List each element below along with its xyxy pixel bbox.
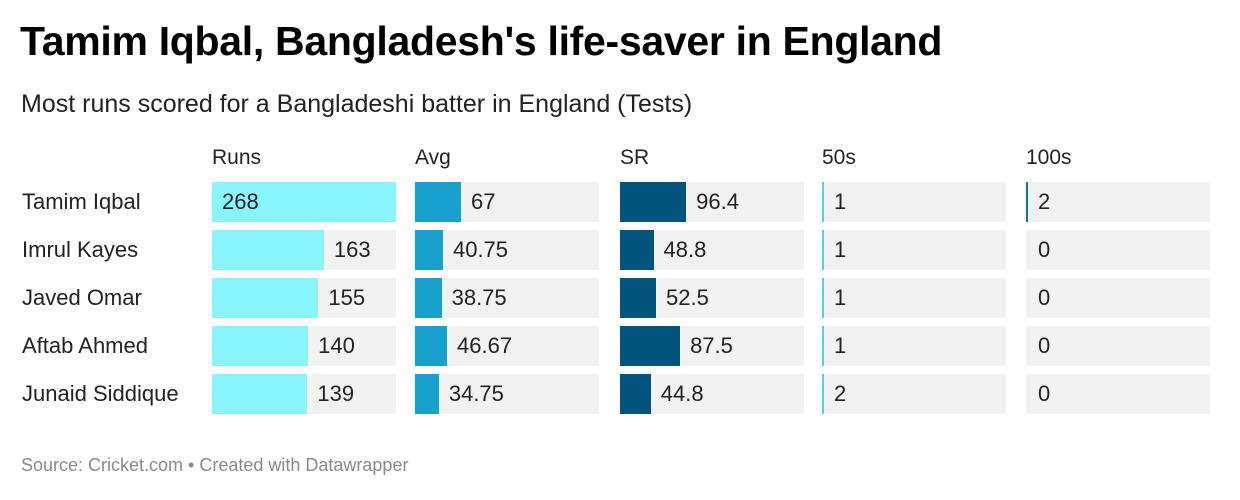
bar-fifties <box>822 230 824 270</box>
bar-avg <box>415 326 448 366</box>
value-label: 38.75 <box>451 285 507 310</box>
cell-hundreds: 2 <box>1026 182 1210 222</box>
bar-sr <box>620 326 681 366</box>
column-header-avg[interactable]: Avg <box>415 146 451 169</box>
cell-avg: 67 <box>415 182 599 222</box>
cell-hundreds: 0 <box>1026 326 1210 366</box>
cell-fifties: 1 <box>822 326 1006 366</box>
value-label: 268 <box>222 189 259 214</box>
cell-hundreds: 0 <box>1026 278 1210 318</box>
bar-sr <box>620 230 654 270</box>
bar-runs <box>212 326 309 366</box>
bar-sr <box>620 182 687 222</box>
bar-runs <box>212 278 319 318</box>
value-label: 0 <box>1038 333 1051 358</box>
row-name: Aftab Ahmed <box>22 333 148 358</box>
value-label: 46.67 <box>457 333 513 358</box>
cell-avg: 38.75 <box>415 278 599 318</box>
source-footer: Source: Cricket.com • Created with Dataw… <box>21 455 409 475</box>
value-label: 163 <box>333 237 371 262</box>
value-label: 48.8 <box>663 237 707 262</box>
cell-sr: 96.4 <box>620 182 804 222</box>
value-label: 1 <box>834 237 847 262</box>
value-label: 0 <box>1038 381 1051 406</box>
column-header-fifties[interactable]: 50s <box>822 146 856 169</box>
value-label: 96.4 <box>696 189 739 214</box>
cell-avg: 40.75 <box>415 230 599 270</box>
value-label: 1 <box>834 285 847 310</box>
column-header-runs[interactable]: Runs <box>212 146 262 169</box>
bar-fifties <box>822 374 824 414</box>
value-label: 139 <box>317 381 355 406</box>
row-name: Tamim Iqbal <box>22 189 141 214</box>
column-header-hundreds[interactable]: 100s <box>1026 146 1072 169</box>
cell-fifties: 2 <box>822 374 1006 414</box>
bar-avg <box>415 182 461 222</box>
value-label: 0 <box>1038 285 1051 310</box>
bar-avg <box>415 374 439 414</box>
value-label: 44.8 <box>660 381 704 406</box>
cell-fifties: 1 <box>822 182 1006 222</box>
cell-hundreds: 0 <box>1026 374 1210 414</box>
cell-fifties: 1 <box>822 230 1006 270</box>
row-name: Imrul Kayes <box>22 237 139 262</box>
value-label: 52.5 <box>666 285 709 310</box>
value-label: 67 <box>471 189 496 214</box>
value-label: 2 <box>834 381 847 406</box>
bar-fifties <box>822 278 824 318</box>
value-label: 2 <box>1038 189 1051 214</box>
column-header-sr[interactable]: SR <box>620 146 650 169</box>
bar-hundreds <box>1026 182 1028 222</box>
cell-sr: 52.5 <box>620 278 804 318</box>
chart-subtitle: Most runs scored for a Bangladeshi batte… <box>21 90 693 118</box>
cell-runs: 268 <box>212 182 396 222</box>
bar-fifties <box>822 326 824 366</box>
bar-runs <box>212 182 396 222</box>
bar-sr <box>620 374 651 414</box>
bar-avg <box>415 278 442 318</box>
value-label: 155 <box>328 285 366 310</box>
row-name: Javed Omar <box>22 285 142 310</box>
cell-avg: 34.75 <box>415 374 599 414</box>
bar-fifties <box>822 182 824 222</box>
value-label: 87.5 <box>690 333 733 358</box>
value-label: 34.75 <box>448 381 504 406</box>
cell-sr: 48.8 <box>620 230 804 270</box>
value-label: 0 <box>1038 237 1051 262</box>
cell-avg: 46.67 <box>415 326 599 366</box>
value-label: 140 <box>318 333 355 358</box>
cell-sr: 44.8 <box>620 374 804 414</box>
cell-runs: 139 <box>212 374 396 414</box>
bar-runs <box>212 230 324 270</box>
cell-runs: 155 <box>212 278 396 318</box>
bar-sr <box>620 278 657 318</box>
cell-runs: 140 <box>212 326 396 366</box>
cell-hundreds: 0 <box>1026 230 1210 270</box>
chart-title: Tamim Iqbal, Bangladesh's life-saver in … <box>20 18 943 64</box>
value-label: 1 <box>834 189 847 214</box>
bar-runs <box>212 374 308 414</box>
value-label: 40.75 <box>452 237 509 262</box>
row-name: Junaid Siddique <box>22 381 179 406</box>
cell-sr: 87.5 <box>620 326 804 366</box>
bar-avg <box>415 230 443 270</box>
value-label: 1 <box>834 333 847 358</box>
cell-runs: 163 <box>212 230 396 270</box>
cell-fifties: 1 <box>822 278 1006 318</box>
